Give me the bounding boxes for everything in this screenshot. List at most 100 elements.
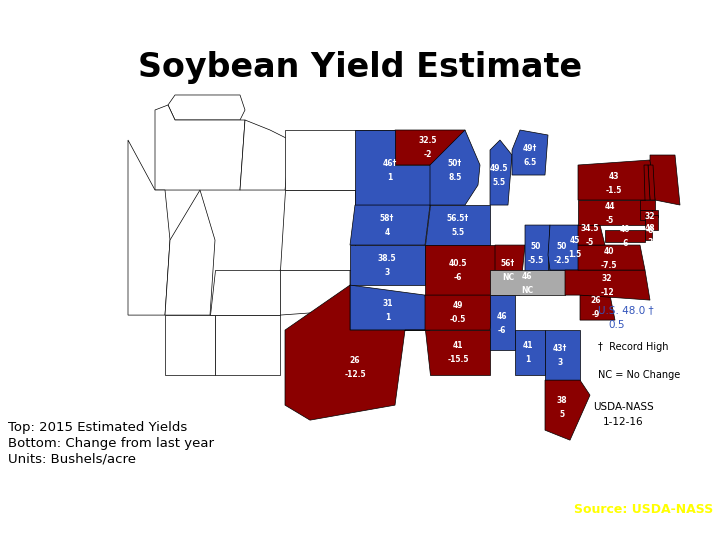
Polygon shape (645, 215, 658, 230)
Polygon shape (578, 200, 645, 225)
Text: 46†: 46† (383, 159, 397, 167)
Polygon shape (280, 190, 355, 270)
Text: 40.5: 40.5 (449, 259, 467, 267)
Text: -6: -6 (454, 273, 462, 281)
Polygon shape (425, 245, 495, 295)
Text: 3: 3 (557, 357, 562, 367)
Polygon shape (495, 245, 525, 295)
Text: NC: NC (502, 273, 514, 281)
Text: 1: 1 (526, 355, 531, 363)
Text: -2.5: -2.5 (554, 255, 570, 265)
Polygon shape (548, 225, 605, 270)
Polygon shape (355, 130, 430, 205)
Text: -6: -6 (498, 326, 506, 335)
Polygon shape (578, 225, 605, 245)
Text: -15.5: -15.5 (447, 355, 469, 363)
Polygon shape (545, 330, 580, 380)
Polygon shape (640, 200, 655, 210)
Text: 49.5: 49.5 (490, 164, 508, 172)
Text: U.S. 48.0 †: U.S. 48.0 † (598, 305, 654, 315)
Text: -3: -3 (646, 238, 654, 247)
Text: Soybean Yield Estimate: Soybean Yield Estimate (138, 51, 582, 84)
Text: 32: 32 (602, 274, 612, 282)
Polygon shape (490, 140, 512, 205)
Text: 43: 43 (608, 172, 619, 180)
Text: -5: -5 (606, 215, 614, 225)
Polygon shape (350, 205, 430, 245)
Text: -8: -8 (646, 226, 654, 234)
Text: NC: NC (521, 286, 533, 295)
Text: 41: 41 (453, 341, 463, 349)
Polygon shape (240, 120, 290, 190)
Text: 5: 5 (559, 410, 564, 418)
Polygon shape (490, 295, 515, 350)
Text: -5: -5 (586, 238, 594, 247)
Text: 8.5: 8.5 (449, 172, 462, 181)
Text: -7.5: -7.5 (600, 261, 617, 269)
Text: 5.5: 5.5 (451, 227, 464, 237)
Text: 50: 50 (557, 241, 567, 251)
Text: Extension and Outreach/Department of Economics: Extension and Outreach/Department of Eco… (9, 523, 292, 534)
Polygon shape (430, 130, 480, 205)
Polygon shape (285, 285, 430, 420)
Polygon shape (644, 165, 650, 200)
Polygon shape (578, 245, 645, 270)
Text: -0.5: -0.5 (450, 315, 466, 323)
Polygon shape (155, 105, 245, 190)
Polygon shape (648, 165, 655, 200)
Text: 40: 40 (604, 247, 614, 255)
Polygon shape (285, 130, 395, 190)
Text: 1: 1 (387, 172, 392, 181)
Text: 50†: 50† (448, 159, 462, 167)
Text: 58†: 58† (380, 213, 394, 222)
Polygon shape (512, 130, 548, 175)
Text: 46: 46 (497, 312, 508, 321)
Text: -9: -9 (592, 309, 600, 319)
Text: Source: USDA-NASS: Source: USDA-NASS (574, 503, 713, 516)
Text: 50: 50 (531, 241, 541, 251)
Polygon shape (350, 285, 430, 330)
Polygon shape (165, 315, 215, 375)
Text: USDA-NASS: USDA-NASS (593, 402, 653, 412)
Polygon shape (605, 230, 645, 242)
Polygon shape (525, 225, 550, 280)
Text: 38: 38 (557, 396, 567, 404)
Text: 26: 26 (590, 295, 601, 305)
Polygon shape (280, 270, 350, 315)
Text: 48: 48 (644, 224, 655, 233)
Text: 6.5: 6.5 (523, 158, 536, 166)
Text: 43†: 43† (553, 343, 567, 353)
Polygon shape (425, 295, 495, 330)
Text: 56†: 56† (501, 259, 515, 267)
Polygon shape (545, 380, 590, 440)
Text: 32: 32 (644, 212, 655, 220)
Text: †  Record High: † Record High (598, 342, 668, 352)
Text: 49: 49 (453, 301, 463, 309)
Text: 4: 4 (384, 227, 390, 237)
Text: 41: 41 (523, 341, 534, 349)
Polygon shape (652, 210, 658, 217)
Polygon shape (210, 270, 280, 315)
Polygon shape (165, 190, 215, 315)
Polygon shape (350, 245, 425, 285)
Text: 38.5: 38.5 (378, 254, 396, 262)
Text: Top: 2015 Estimated Yields: Top: 2015 Estimated Yields (8, 421, 187, 434)
Text: -5.5: -5.5 (528, 255, 544, 265)
Text: Ag Decision Maker: Ag Decision Maker (536, 518, 713, 536)
Polygon shape (168, 95, 245, 120)
Text: -12.5: -12.5 (344, 369, 366, 379)
Text: 44: 44 (605, 201, 616, 211)
Polygon shape (640, 210, 652, 220)
Text: 56.5†: 56.5† (447, 213, 469, 222)
Text: 46: 46 (522, 272, 532, 281)
Text: 26: 26 (350, 356, 360, 364)
Polygon shape (565, 270, 650, 300)
Text: -6: -6 (621, 239, 629, 247)
Text: 1-12-16: 1-12-16 (603, 417, 643, 427)
Text: Units: Bushels/acre: Units: Bushels/acre (8, 453, 136, 465)
Text: -2: -2 (424, 150, 432, 159)
Polygon shape (425, 330, 490, 375)
Polygon shape (650, 155, 680, 205)
Text: 32.5: 32.5 (419, 136, 437, 145)
Polygon shape (578, 160, 655, 200)
